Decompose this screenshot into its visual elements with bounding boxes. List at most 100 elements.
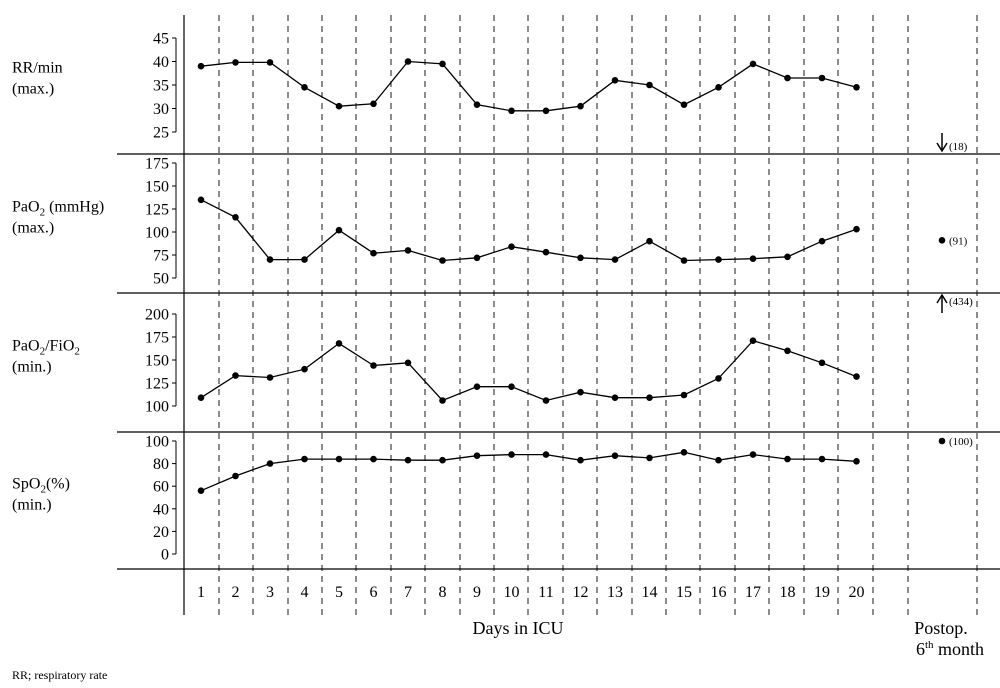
y-tick-label: 125 xyxy=(145,376,169,393)
data-point xyxy=(508,243,515,250)
postop-month-word: month xyxy=(934,639,985,659)
data-point xyxy=(266,256,274,263)
data-point xyxy=(508,451,515,458)
y-tick-label: 45 xyxy=(153,31,169,48)
data-point xyxy=(232,472,239,480)
data-point xyxy=(715,84,722,91)
day-tick-label: 1 xyxy=(197,584,205,601)
arrow-up-icon xyxy=(936,293,948,304)
data-point xyxy=(715,375,722,382)
day-tick-label: 18 xyxy=(780,584,796,601)
vertical-grid xyxy=(218,15,978,615)
data-point xyxy=(680,391,688,399)
data-point xyxy=(439,456,446,464)
panel-label-main: PaO xyxy=(12,338,40,355)
day-tick-label: 20 xyxy=(849,584,865,601)
data-point xyxy=(646,454,653,462)
panel-label-tail: (mmHg) xyxy=(45,199,104,216)
data-point xyxy=(197,62,205,70)
postop-marker: (18) xyxy=(936,133,968,153)
panel-label-subscript: 2 xyxy=(40,484,46,496)
panel-label: PaO2/FiO2 xyxy=(12,338,80,358)
data-point xyxy=(577,388,584,396)
data-point xyxy=(232,372,239,379)
postop-month-number: 6 xyxy=(916,639,925,659)
data-point xyxy=(266,59,274,66)
day-tick-label: 11 xyxy=(538,584,553,601)
y-tick-label: 20 xyxy=(153,524,169,541)
data-point xyxy=(749,337,757,345)
panel-label-line2: (min.) xyxy=(12,359,52,376)
data-point xyxy=(370,249,377,257)
footnote: RR; respiratory rate xyxy=(12,668,107,682)
data-point xyxy=(473,254,481,262)
data-point xyxy=(473,101,481,108)
day-tick-label: 12 xyxy=(573,584,589,601)
data-point xyxy=(439,397,446,404)
data-point xyxy=(646,81,653,89)
data-point xyxy=(266,374,274,381)
postop-marker: (91) xyxy=(938,235,968,247)
data-point xyxy=(577,102,584,110)
data-point xyxy=(542,107,550,115)
data-point xyxy=(508,383,515,391)
panel-label-tail: /FiO xyxy=(45,338,74,355)
postop-value-label: (91) xyxy=(949,235,968,247)
y-tick-label: 150 xyxy=(145,179,169,196)
day-tick-label: 8 xyxy=(439,584,447,601)
postop-month-superscript: th xyxy=(925,639,934,651)
data-point xyxy=(611,394,619,402)
y-tick-label: 25 xyxy=(153,125,169,142)
postop-data-point xyxy=(938,237,946,244)
postop-value-label: (18) xyxy=(949,141,968,153)
postop-label-line2: 6th month xyxy=(916,639,984,659)
data-point xyxy=(715,256,722,263)
panel-label-subscript: 2 xyxy=(40,346,46,358)
data-point xyxy=(715,456,722,464)
series-line xyxy=(200,199,857,262)
data-point xyxy=(818,359,826,367)
y-tick-label: 50 xyxy=(153,271,169,288)
data-point xyxy=(439,257,446,264)
data-point xyxy=(404,456,412,464)
data-point xyxy=(301,84,308,91)
data-point xyxy=(197,196,205,204)
y-tick-label: 35 xyxy=(153,78,169,95)
data-point xyxy=(473,383,481,391)
day-tick-label: 19 xyxy=(814,584,830,601)
day-tick-label: 16 xyxy=(711,584,727,601)
data-point xyxy=(853,84,860,91)
day-tick-label: 2 xyxy=(232,584,240,601)
y-tick-label: 175 xyxy=(145,330,169,347)
y-tick-label: 80 xyxy=(153,456,169,473)
panel-label: PaO2 (mmHg) xyxy=(12,199,104,219)
data-point xyxy=(611,77,619,84)
data-point xyxy=(542,451,550,458)
panel-label-main: SpO xyxy=(12,476,40,493)
y-tick-label: 175 xyxy=(145,156,169,173)
data-point xyxy=(853,458,860,465)
data-point xyxy=(784,455,791,463)
data-point xyxy=(404,247,412,254)
data-point xyxy=(542,397,550,404)
data-point xyxy=(232,59,239,66)
data-point xyxy=(301,455,308,463)
series-line xyxy=(200,451,857,492)
panel-label-subscript: 2 xyxy=(40,207,46,219)
data-point xyxy=(439,60,446,68)
x-axis-label: Days in ICU xyxy=(473,618,564,638)
data-point xyxy=(611,256,619,263)
data-point xyxy=(508,107,515,115)
postop-marker: (434) xyxy=(936,293,973,313)
postop-data-point xyxy=(938,437,946,445)
postop-label-line1: Postop. xyxy=(914,618,968,638)
data-point xyxy=(301,365,308,373)
y-tick-label: 30 xyxy=(153,101,169,118)
data-point xyxy=(197,394,205,402)
data-point xyxy=(646,237,653,245)
data-point xyxy=(749,255,757,262)
y-tick-label: 200 xyxy=(145,307,169,324)
data-point xyxy=(266,460,274,467)
